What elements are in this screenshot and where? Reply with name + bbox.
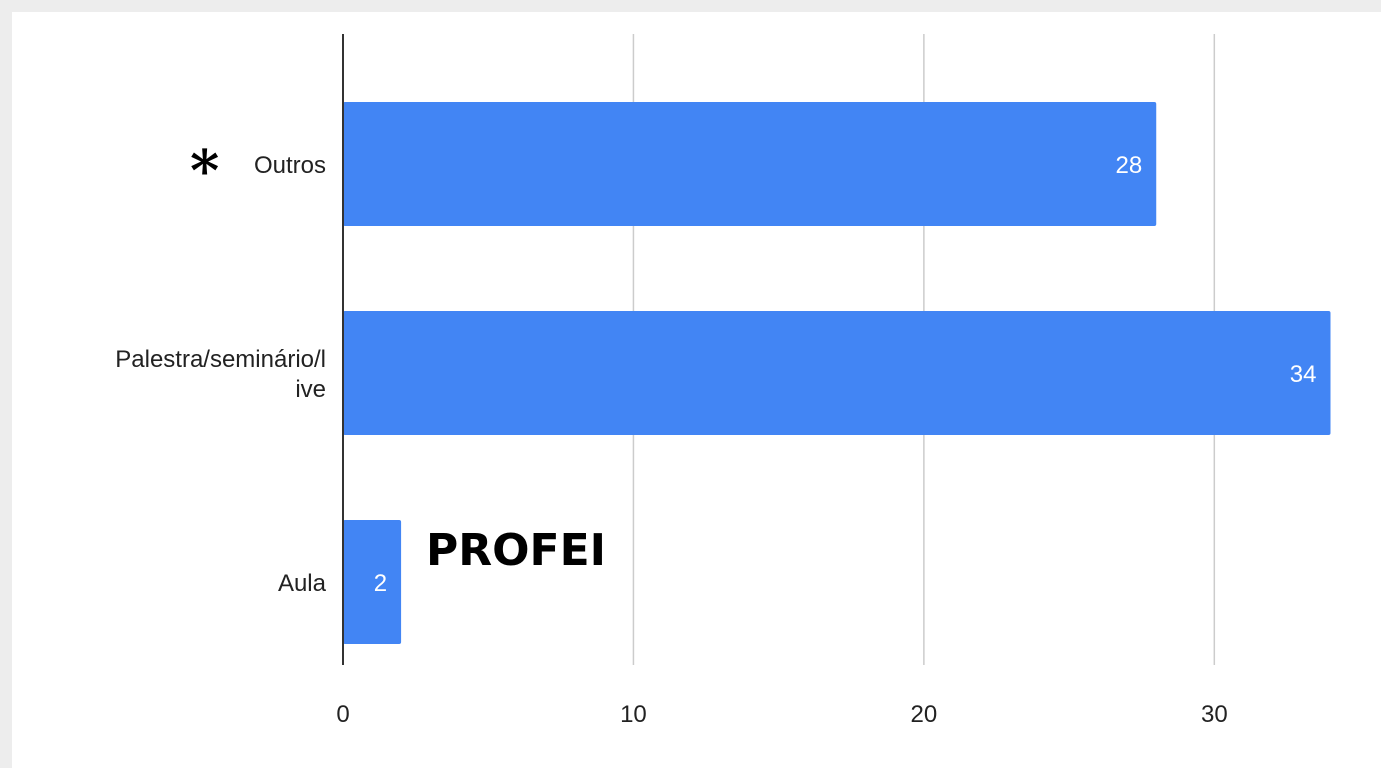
- x-tick-label-0: 0: [336, 701, 349, 728]
- category-labels: Outros Palestra/seminário/l ive Aula: [115, 152, 326, 597]
- asterisk-marker: *: [190, 138, 219, 204]
- bar-1: [343, 311, 1331, 435]
- annotations: * PROFEI: [190, 138, 606, 576]
- x-tick-labels: 0 10 20 30: [336, 701, 1227, 728]
- bar-0: [343, 102, 1157, 226]
- bar-value-label-1: 34: [1290, 361, 1317, 388]
- x-tick-label-20: 20: [911, 701, 938, 728]
- bar-2: [343, 520, 402, 644]
- category-label-1-line-1: ive: [295, 376, 326, 403]
- x-tick-label-10: 10: [620, 701, 647, 728]
- category-label-0-line-0: Outros: [254, 152, 326, 179]
- x-tick-label-30: 30: [1201, 701, 1228, 728]
- annotation-text: PROFEI: [426, 525, 606, 576]
- category-label-2-line-0: Aula: [278, 570, 327, 597]
- bar-value-label-0: 28: [1116, 152, 1143, 179]
- category-label-1-line-0: Palestra/seminário/l: [115, 346, 326, 373]
- bars: 28 34 2: [343, 102, 1331, 644]
- bar-value-label-2: 2: [374, 570, 387, 597]
